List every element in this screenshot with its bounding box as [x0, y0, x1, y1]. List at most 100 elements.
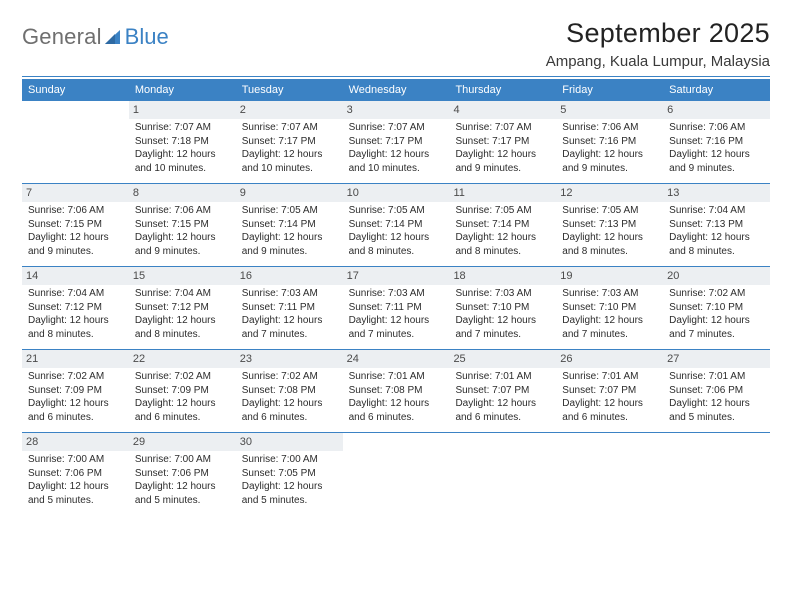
- day-daylight2: and 9 minutes.: [455, 162, 550, 176]
- day-daylight2: and 6 minutes.: [349, 411, 444, 425]
- day-daylight2: and 8 minutes.: [135, 328, 230, 342]
- day-daylight1: Daylight: 12 hours: [455, 148, 550, 162]
- day-daylight2: and 9 minutes.: [242, 245, 337, 259]
- day-number: 16: [236, 267, 343, 285]
- day-info: Sunrise: 7:00 AMSunset: 7:06 PMDaylight:…: [28, 453, 123, 507]
- day-daylight1: Daylight: 12 hours: [562, 148, 657, 162]
- day-sunset: Sunset: 7:07 PM: [455, 384, 550, 398]
- day-daylight1: Daylight: 12 hours: [349, 314, 444, 328]
- day-number: 30: [236, 433, 343, 451]
- day-daylight2: and 6 minutes.: [135, 411, 230, 425]
- day-sunrise: Sunrise: 7:05 AM: [455, 204, 550, 218]
- day-sunrise: Sunrise: 7:03 AM: [242, 287, 337, 301]
- day-sunset: Sunset: 7:17 PM: [349, 135, 444, 149]
- day-sunrise: Sunrise: 7:06 AM: [669, 121, 764, 135]
- day-sunset: Sunset: 7:17 PM: [242, 135, 337, 149]
- weekday-header: Sunday: [22, 79, 129, 101]
- day-info: Sunrise: 7:01 AMSunset: 7:07 PMDaylight:…: [455, 370, 550, 424]
- day-cell: 30 Sunrise: 7:00 AMSunset: 7:05 PMDayligh…: [236, 433, 343, 515]
- calendar-body: .1Sunrise: 7:07 AMSunset: 7:18 PMDayligh…: [22, 101, 770, 515]
- day-cell: 8Sunrise: 7:06 AMSunset: 7:15 PMDaylight…: [129, 184, 236, 266]
- day-daylight2: and 8 minutes.: [562, 245, 657, 259]
- day-sunrise: Sunrise: 7:03 AM: [349, 287, 444, 301]
- day-cell: 23Sunrise: 7:02 AMSunset: 7:08 PMDayligh…: [236, 350, 343, 432]
- day-cell: .: [556, 433, 663, 515]
- day-sunset: Sunset: 7:06 PM: [135, 467, 230, 481]
- day-daylight2: and 9 minutes.: [562, 162, 657, 176]
- day-daylight1: Daylight: 12 hours: [28, 314, 123, 328]
- day-cell: 7Sunrise: 7:06 AMSunset: 7:15 PMDaylight…: [22, 184, 129, 266]
- day-cell: .: [663, 433, 770, 515]
- calendar-week: 28 Sunrise: 7:00 AMSunset: 7:06 PMDayligh…: [22, 433, 770, 515]
- day-number: 26: [556, 350, 663, 368]
- day-info: Sunrise: 7:06 AMSunset: 7:15 PMDaylight:…: [135, 204, 230, 258]
- day-sunrise: Sunrise: 7:07 AM: [455, 121, 550, 135]
- day-daylight1: Daylight: 12 hours: [135, 397, 230, 411]
- day-sunrise: Sunrise: 7:06 AM: [28, 204, 123, 218]
- day-cell: .: [449, 433, 556, 515]
- day-sunset: Sunset: 7:11 PM: [349, 301, 444, 315]
- header-divider: [22, 76, 770, 77]
- day-cell: .: [22, 101, 129, 183]
- day-info: Sunrise: 7:02 AMSunset: 7:10 PMDaylight:…: [669, 287, 764, 341]
- day-cell: 1Sunrise: 7:07 AMSunset: 7:18 PMDaylight…: [129, 101, 236, 183]
- day-daylight2: and 7 minutes.: [455, 328, 550, 342]
- day-cell: 28 Sunrise: 7:00 AMSunset: 7:06 PMDayligh…: [22, 433, 129, 515]
- day-cell: 16Sunrise: 7:03 AMSunset: 7:11 PMDayligh…: [236, 267, 343, 349]
- day-daylight2: and 5 minutes.: [135, 494, 230, 508]
- day-sunset: Sunset: 7:09 PM: [28, 384, 123, 398]
- day-sunrise: Sunrise: 7:01 AM: [669, 370, 764, 384]
- day-sunset: Sunset: 7:15 PM: [135, 218, 230, 232]
- day-number: 19: [556, 267, 663, 285]
- day-daylight2: and 6 minutes.: [455, 411, 550, 425]
- day-sunset: Sunset: 7:07 PM: [562, 384, 657, 398]
- day-sunset: Sunset: 7:08 PM: [242, 384, 337, 398]
- day-daylight1: Daylight: 12 hours: [135, 231, 230, 245]
- brand-sail-icon: [105, 30, 121, 44]
- day-info: Sunrise: 7:07 AMSunset: 7:17 PMDaylight:…: [242, 121, 337, 175]
- day-info: Sunrise: 7:03 AMSunset: 7:10 PMDaylight:…: [455, 287, 550, 341]
- day-sunset: Sunset: 7:10 PM: [562, 301, 657, 315]
- day-daylight1: Daylight: 12 hours: [28, 480, 123, 494]
- day-cell: 18Sunrise: 7:03 AMSunset: 7:10 PMDayligh…: [449, 267, 556, 349]
- day-daylight2: and 9 minutes.: [135, 245, 230, 259]
- day-info: Sunrise: 7:01 AMSunset: 7:07 PMDaylight:…: [562, 370, 657, 424]
- day-cell: 27Sunrise: 7:01 AMSunset: 7:06 PMDayligh…: [663, 350, 770, 432]
- calendar-week: 7Sunrise: 7:06 AMSunset: 7:15 PMDaylight…: [22, 184, 770, 267]
- day-number: 28: [22, 433, 129, 451]
- day-daylight1: Daylight: 12 hours: [669, 231, 764, 245]
- day-number: 17: [343, 267, 450, 285]
- day-daylight2: and 8 minutes.: [28, 328, 123, 342]
- day-info: Sunrise: 7:01 AMSunset: 7:08 PMDaylight:…: [349, 370, 444, 424]
- location-label: Ampang, Kuala Lumpur, Malaysia: [546, 53, 770, 70]
- day-sunrise: Sunrise: 7:05 AM: [242, 204, 337, 218]
- day-sunset: Sunset: 7:13 PM: [562, 218, 657, 232]
- day-info: Sunrise: 7:04 AMSunset: 7:12 PMDaylight:…: [28, 287, 123, 341]
- day-cell: 5Sunrise: 7:06 AMSunset: 7:16 PMDaylight…: [556, 101, 663, 183]
- day-sunset: Sunset: 7:18 PM: [135, 135, 230, 149]
- calendar-week: .1Sunrise: 7:07 AMSunset: 7:18 PMDayligh…: [22, 101, 770, 184]
- day-daylight2: and 8 minutes.: [669, 245, 764, 259]
- day-sunrise: Sunrise: 7:06 AM: [562, 121, 657, 135]
- day-cell: 22Sunrise: 7:02 AMSunset: 7:09 PMDayligh…: [129, 350, 236, 432]
- day-number: 9: [236, 184, 343, 202]
- day-info: Sunrise: 7:03 AMSunset: 7:11 PMDaylight:…: [349, 287, 444, 341]
- day-daylight1: Daylight: 12 hours: [28, 231, 123, 245]
- day-sunset: Sunset: 7:13 PM: [669, 218, 764, 232]
- day-cell: 20Sunrise: 7:02 AMSunset: 7:10 PMDayligh…: [663, 267, 770, 349]
- day-sunset: Sunset: 7:11 PM: [242, 301, 337, 315]
- day-sunset: Sunset: 7:12 PM: [28, 301, 123, 315]
- day-number: 13: [663, 184, 770, 202]
- day-daylight1: Daylight: 12 hours: [349, 397, 444, 411]
- day-daylight1: Daylight: 12 hours: [242, 397, 337, 411]
- day-info: Sunrise: 7:02 AMSunset: 7:09 PMDaylight:…: [28, 370, 123, 424]
- title-block: September 2025 Ampang, Kuala Lumpur, Mal…: [546, 18, 770, 70]
- day-info: Sunrise: 7:00 AMSunset: 7:05 PMDaylight:…: [242, 453, 337, 507]
- calendar-week: 21Sunrise: 7:02 AMSunset: 7:09 PMDayligh…: [22, 350, 770, 433]
- day-daylight1: Daylight: 12 hours: [135, 314, 230, 328]
- day-sunrise: Sunrise: 7:05 AM: [562, 204, 657, 218]
- day-number: 4: [449, 101, 556, 119]
- day-number: 10: [343, 184, 450, 202]
- day-sunrise: Sunrise: 7:03 AM: [562, 287, 657, 301]
- day-daylight2: and 9 minutes.: [28, 245, 123, 259]
